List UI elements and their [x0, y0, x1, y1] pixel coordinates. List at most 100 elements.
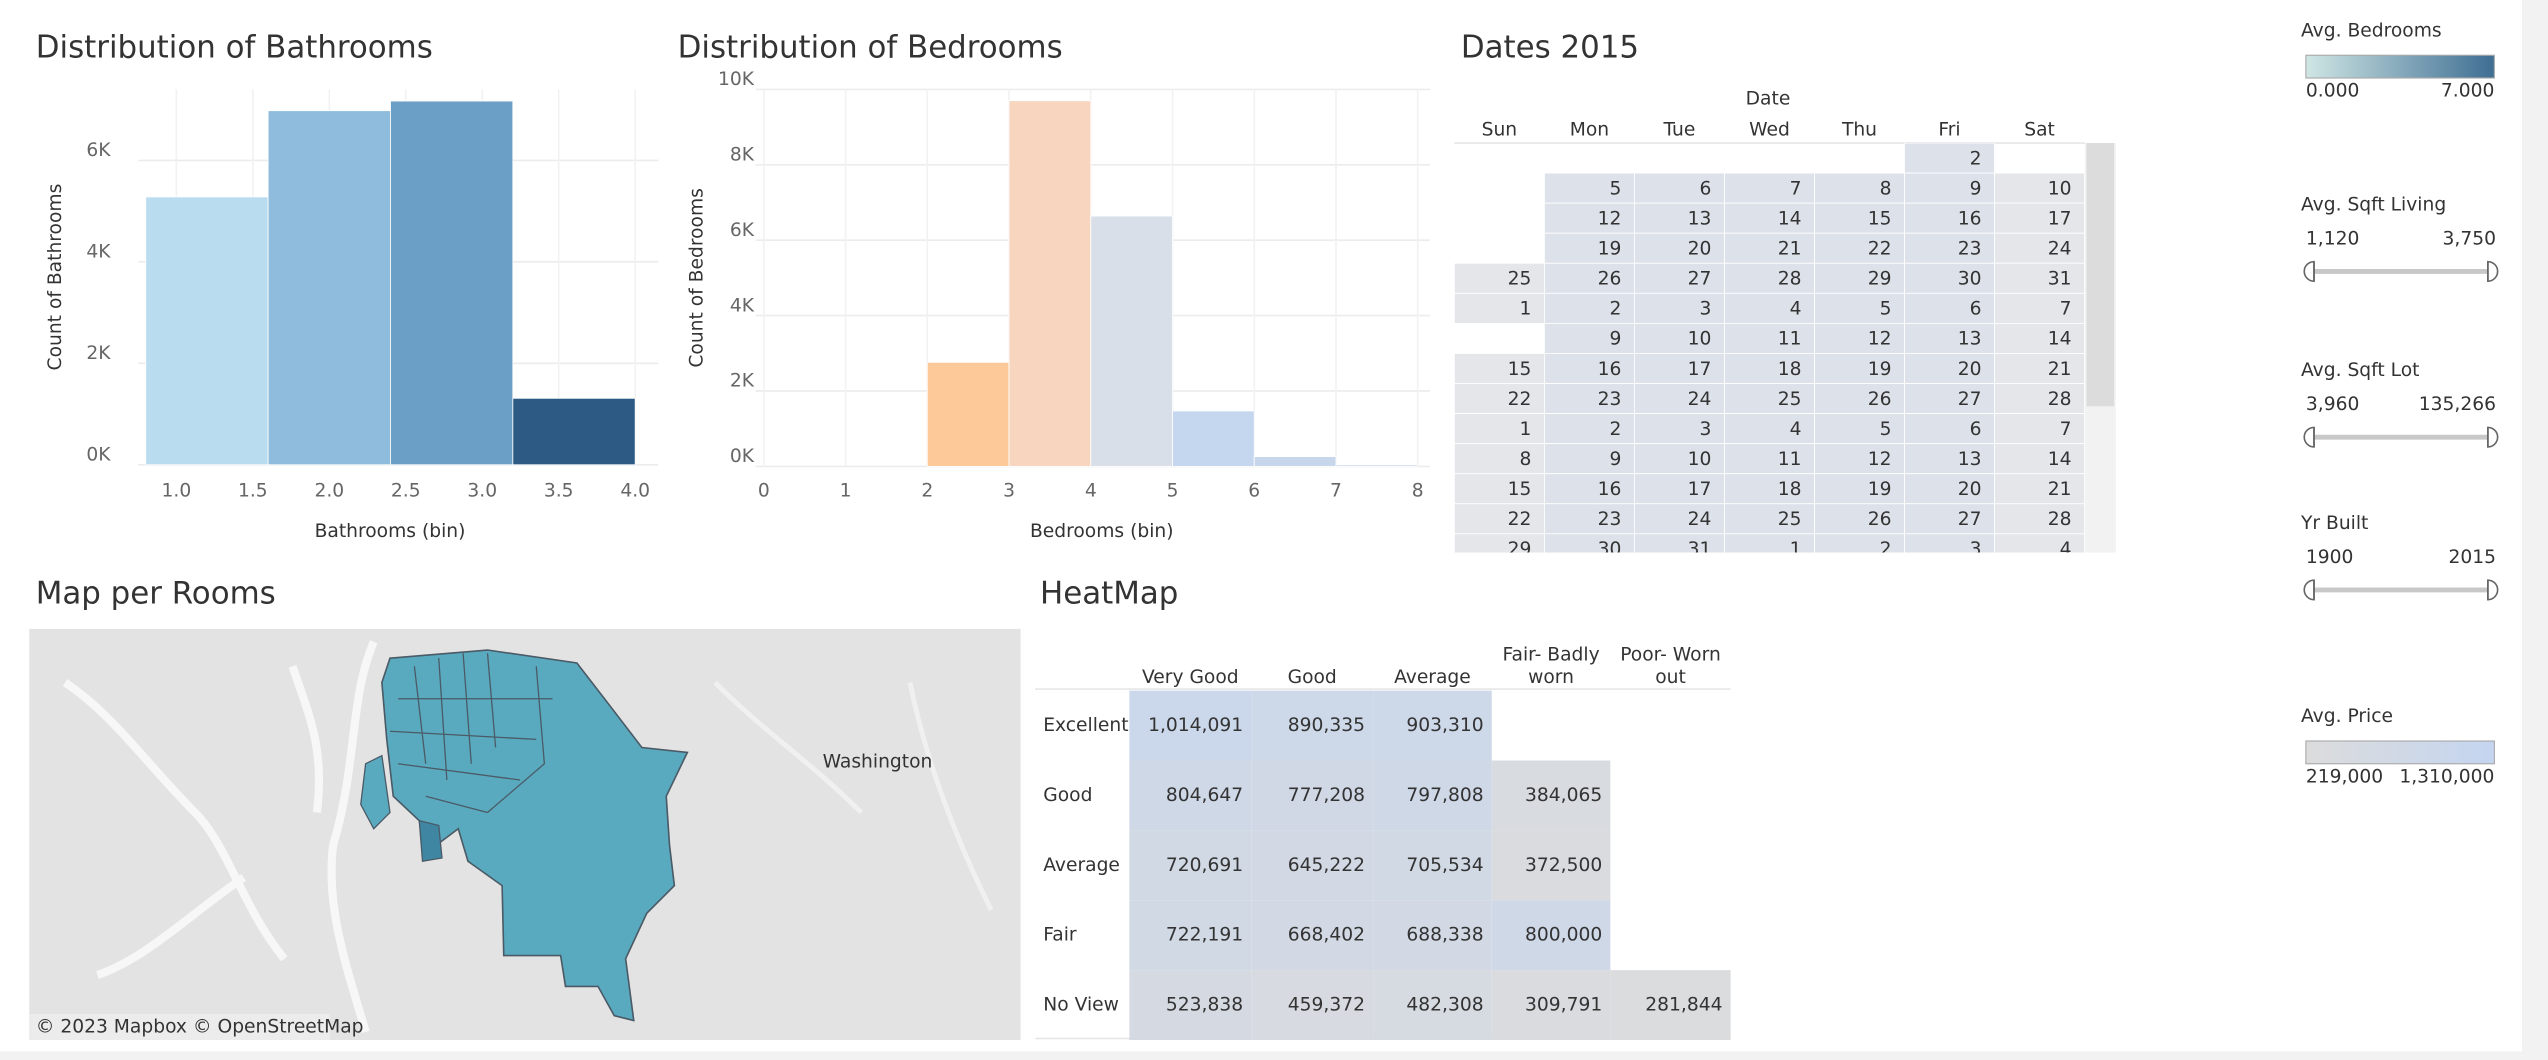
calendar-cell[interactable] [1994, 503, 2085, 535]
calendar-cell[interactable] [1634, 172, 1725, 204]
calendar-cell[interactable] [1724, 503, 1815, 535]
heatmap-cell[interactable] [1129, 830, 1252, 901]
bar[interactable] [512, 397, 636, 466]
calendar-cell[interactable] [1994, 262, 2085, 294]
calendar-cell[interactable] [1454, 292, 1545, 324]
heatmap-cell[interactable] [1491, 830, 1611, 901]
heatmap-cell[interactable] [1491, 900, 1611, 971]
calendar-cell[interactable] [1634, 232, 1725, 264]
bar[interactable] [145, 196, 269, 466]
calendar-cell[interactable] [1724, 383, 1815, 414]
calendar-cell[interactable] [1454, 443, 1545, 475]
calendar-cell[interactable] [1634, 413, 1725, 445]
heatmap-cell[interactable] [1610, 970, 1731, 1041]
calendar-cell[interactable] [1724, 353, 1815, 384]
bar[interactable] [1008, 100, 1092, 467]
calendar-cell[interactable] [1994, 353, 2085, 384]
calendar-cell[interactable] [1634, 262, 1725, 294]
calendar-cell[interactable] [1994, 413, 2085, 445]
bar[interactable] [390, 100, 514, 466]
scrollbar-thumb[interactable] [2086, 143, 2115, 407]
calendar-cell[interactable] [1904, 322, 1995, 354]
slider-handle[interactable] [2487, 260, 2499, 282]
heatmap-cell[interactable] [1373, 760, 1492, 831]
calendar-cell[interactable] [1994, 202, 2085, 234]
heatmap-cell[interactable] [1373, 970, 1492, 1041]
heatmap-cell[interactable] [1373, 690, 1492, 761]
calendar-cell[interactable] [1724, 232, 1815, 264]
calendar-cell[interactable] [1994, 383, 2085, 414]
heatmap-cell[interactable] [1373, 830, 1492, 901]
heatmap-cell[interactable] [1129, 900, 1252, 971]
calendar-cell[interactable] [1904, 262, 1995, 294]
calendar-cell[interactable] [1814, 473, 1905, 505]
calendar-cell[interactable] [1634, 473, 1725, 505]
calendar-cell[interactable] [1814, 292, 1905, 324]
calendar-cell[interactable] [1814, 232, 1905, 264]
calendar-cell[interactable] [1814, 443, 1905, 475]
bar[interactable] [267, 110, 391, 466]
calendar-cell[interactable] [1994, 172, 2085, 204]
calendar-cell[interactable] [1994, 473, 2085, 505]
calendar-cell[interactable] [1543, 353, 1635, 384]
heatmap-cell[interactable] [1491, 970, 1611, 1041]
calendar-cell[interactable] [1543, 383, 1635, 414]
calendar-cell[interactable] [1724, 322, 1815, 354]
slider-handle[interactable] [2487, 579, 2499, 601]
calendar-cell[interactable] [1904, 232, 1995, 264]
bar[interactable] [1335, 464, 1419, 467]
calendar-cell[interactable] [1994, 292, 2085, 324]
bar[interactable] [926, 361, 1010, 467]
calendar-cell[interactable] [1543, 473, 1635, 505]
heatmap-cell[interactable] [1251, 760, 1374, 831]
calendar-cell[interactable] [1543, 232, 1635, 264]
calendar-cell[interactable] [1814, 503, 1905, 535]
calendar-cell[interactable] [1634, 202, 1725, 234]
heatmap-cell[interactable] [1251, 690, 1374, 761]
slider-handle[interactable] [2303, 579, 2315, 601]
calendar-cell[interactable] [1904, 443, 1995, 475]
calendar-cell[interactable] [1904, 473, 1995, 505]
calendar-cell[interactable] [1904, 143, 1995, 174]
calendar-cell[interactable] [1724, 172, 1815, 204]
calendar-cell[interactable] [1904, 172, 1995, 204]
calendar-cell[interactable] [1454, 473, 1545, 505]
calendar-cell[interactable] [1814, 383, 1905, 414]
calendar-cell[interactable] [1543, 292, 1635, 324]
calendar-cell[interactable] [1634, 292, 1725, 324]
calendar-cell[interactable] [1634, 443, 1725, 475]
heatmap-cell[interactable] [1129, 760, 1252, 831]
calendar-cell[interactable] [1904, 202, 1995, 234]
calendar-cell[interactable] [1724, 473, 1815, 505]
calendar-cell[interactable] [1814, 322, 1905, 354]
heatmap-cell[interactable] [1251, 970, 1374, 1041]
calendar-cell[interactable] [1904, 413, 1995, 445]
calendar-cell[interactable] [1904, 292, 1995, 324]
heatmap-cell[interactable] [1251, 900, 1374, 971]
slider-handle[interactable] [2303, 260, 2315, 282]
calendar-cell[interactable] [1724, 202, 1815, 234]
calendar-cell[interactable] [1543, 172, 1635, 204]
bar[interactable] [1172, 410, 1255, 467]
calendar-cell[interactable] [1814, 202, 1905, 234]
calendar-cell[interactable] [1543, 202, 1635, 234]
slider-handle[interactable] [2303, 426, 2315, 448]
calendar-cell[interactable] [1454, 383, 1545, 414]
heatmap-cell[interactable] [1373, 900, 1492, 971]
heatmap-cell[interactable] [1251, 830, 1374, 901]
calendar-cell[interactable] [1543, 262, 1635, 294]
bar[interactable] [1253, 456, 1337, 467]
slider-handle[interactable] [2487, 426, 2499, 448]
calendar-cell[interactable] [1904, 353, 1995, 384]
calendar-cell[interactable] [1994, 533, 2085, 564]
calendar-cell[interactable] [1994, 232, 2085, 264]
calendar-cell[interactable] [1994, 322, 2085, 354]
calendar-cell[interactable] [1454, 503, 1545, 535]
calendar-cell[interactable] [1904, 503, 1995, 535]
heatmap-cell[interactable] [1129, 970, 1252, 1041]
bar[interactable] [1090, 215, 1173, 467]
heatmap-cell[interactable] [1129, 690, 1252, 761]
heatmap-cell[interactable] [1491, 760, 1611, 831]
calendar-cell[interactable] [1724, 443, 1815, 475]
calendar-cell[interactable] [1543, 322, 1635, 354]
